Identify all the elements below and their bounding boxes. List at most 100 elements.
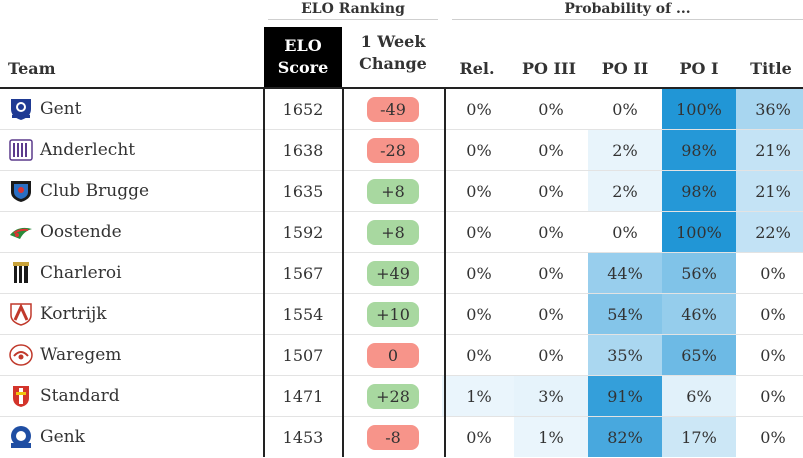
week-change-cell: +8 <box>360 171 426 211</box>
prob-po1-cell: 56% <box>662 253 736 293</box>
row-divider <box>0 375 803 376</box>
table-row: Genk 1453 -8 0% 1% 82% 17% 0% <box>0 417 803 458</box>
prob-po3-cell: 0% <box>538 345 564 365</box>
prob-title-cell: 22% <box>736 212 803 252</box>
prob-po1-cell: 100% <box>662 212 736 252</box>
header-elo-score: ELO Score <box>264 27 342 87</box>
team-name: Standard <box>40 386 120 406</box>
table-row: Gent 1652 -49 0% 0% 0% 100% 36% <box>0 89 803 130</box>
team-name: Gent <box>40 99 82 119</box>
prob-rel-cell: 0% <box>466 304 492 324</box>
header-rel: Rel. <box>459 59 495 78</box>
change-badge: -8 <box>367 424 419 450</box>
header-change-line1: 1 Week <box>360 32 426 51</box>
club-brugge-logo-icon <box>8 178 34 204</box>
team-name: Oostende <box>40 222 122 242</box>
header-elo-line2: Score <box>277 58 329 77</box>
prob-rel-cell: 0% <box>466 345 492 365</box>
prob-po1-cell: 100% <box>662 89 736 129</box>
team-cell: Gent <box>8 89 258 129</box>
table-row: Club Brugge 1635 +8 0% 0% 2% 98% 21% <box>0 171 803 212</box>
row-divider <box>0 211 803 212</box>
oostende-logo-icon <box>8 219 34 245</box>
team-cell: Standard <box>8 376 258 416</box>
team-cell: Oostende <box>8 212 258 252</box>
row-divider <box>0 252 803 253</box>
table-row: Standard 1471 +28 1% 3% 91% 6% 0% <box>0 376 803 417</box>
prob-rel-cell: 0% <box>466 181 492 201</box>
prob-rel-cell: 1% <box>442 376 516 416</box>
team-cell: Anderlecht <box>8 130 258 170</box>
table-row: Oostende 1592 +8 0% 0% 0% 100% 22% <box>0 212 803 253</box>
change-badge: -28 <box>367 137 419 163</box>
prob-title-cell: 21% <box>736 171 803 211</box>
team-name: Anderlecht <box>40 140 136 160</box>
change-badge: 0 <box>367 342 419 368</box>
change-badge: +10 <box>367 301 419 327</box>
elo-score: 1567 <box>282 263 324 283</box>
prob-po2-cell: 0% <box>612 99 638 119</box>
group-rule-elo <box>268 19 438 20</box>
prob-title-cell: 0% <box>760 386 786 406</box>
prob-po2-cell: 2% <box>588 171 662 211</box>
elo-score: 1471 <box>282 386 324 406</box>
header-change-line2: Change <box>359 54 427 73</box>
row-divider <box>0 170 803 171</box>
divider-left-of-elo <box>263 87 265 457</box>
elo-score: 1453 <box>282 427 324 447</box>
team-name: Kortrijk <box>40 304 107 324</box>
week-change-cell: -49 <box>360 89 426 129</box>
team-cell: Charleroi <box>8 253 258 293</box>
prob-po2-cell: 35% <box>588 335 662 375</box>
prob-po3-cell: 1% <box>514 417 588 457</box>
prob-title-cell: 0% <box>760 304 786 324</box>
prob-po1-cell: 65% <box>662 335 736 375</box>
prob-rel-cell: 0% <box>466 222 492 242</box>
prob-po2-cell: 44% <box>588 253 662 293</box>
prob-po1-cell: 6% <box>662 376 736 416</box>
prob-po2-cell: 54% <box>588 294 662 334</box>
elo-score: 1652 <box>282 99 324 119</box>
prob-title-cell: 0% <box>760 263 786 283</box>
week-change-cell: +49 <box>360 253 426 293</box>
elo-score: 1507 <box>282 345 324 365</box>
table-row: Charleroi 1567 +49 0% 0% 44% 56% 0% <box>0 253 803 294</box>
week-change-cell: -8 <box>360 417 426 457</box>
group-label-elo: ELO Ranking <box>301 1 405 17</box>
prob-po2-cell: 91% <box>588 376 662 416</box>
anderlecht-logo-icon <box>8 137 34 163</box>
week-change-cell: +10 <box>360 294 426 334</box>
team-cell: Kortrijk <box>8 294 258 334</box>
header-title: Title <box>750 59 792 78</box>
prob-po3-cell: 0% <box>538 222 564 242</box>
table-row: Kortrijk 1554 +10 0% 0% 54% 46% 0% <box>0 294 803 335</box>
prob-po3-cell: 0% <box>538 263 564 283</box>
genk-logo-icon <box>8 424 34 450</box>
header-elo-line1: ELO <box>284 36 322 55</box>
header-week-change: 1 Week Change <box>350 31 436 75</box>
prob-rel-cell: 0% <box>466 427 492 447</box>
prob-po3-cell: 3% <box>514 376 588 416</box>
kaa-gent-logo-icon <box>8 96 34 122</box>
elo-score: 1592 <box>282 222 324 242</box>
header-rule <box>0 87 803 89</box>
change-badge: +28 <box>367 383 419 409</box>
team-name: Waregem <box>40 345 122 365</box>
header-team: Team <box>8 59 56 78</box>
change-badge: +49 <box>367 260 419 286</box>
prob-po3-cell: 0% <box>538 304 564 324</box>
elo-score: 1638 <box>282 140 324 160</box>
week-change-cell: +8 <box>360 212 426 252</box>
week-change-cell: +28 <box>360 376 426 416</box>
prob-po3-cell: 0% <box>538 99 564 119</box>
prob-rel-cell: 0% <box>466 263 492 283</box>
prob-po2-cell: 82% <box>588 417 662 457</box>
week-change-cell: -28 <box>360 130 426 170</box>
kortrijk-logo-icon <box>8 301 34 327</box>
row-divider <box>0 129 803 130</box>
change-badge: +8 <box>367 219 419 245</box>
team-name: Club Brugge <box>40 181 150 201</box>
team-cell: Genk <box>8 417 258 457</box>
change-badge: +8 <box>367 178 419 204</box>
